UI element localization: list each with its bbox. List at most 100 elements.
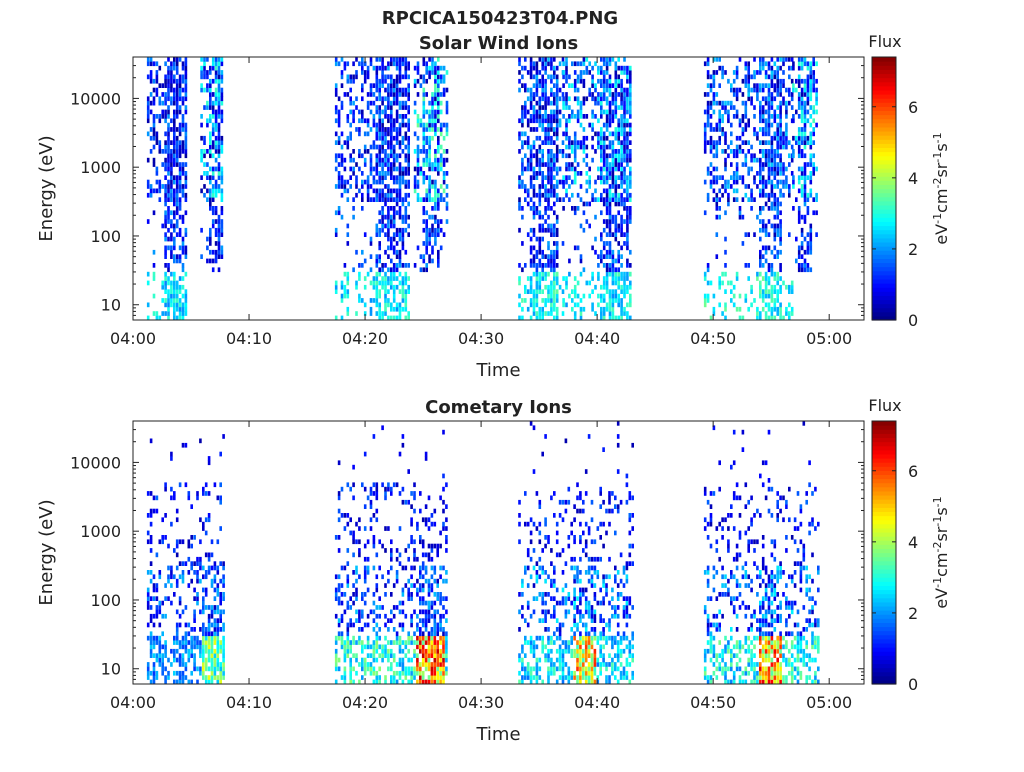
heatmap-cell xyxy=(399,206,402,211)
heatmap-cell xyxy=(798,167,801,172)
heatmap-cell xyxy=(750,158,753,163)
heatmap-cell xyxy=(390,259,393,264)
heatmap-cell xyxy=(349,618,352,623)
heatmap-cell xyxy=(804,110,807,115)
heatmap-cell xyxy=(341,70,344,75)
heatmap-cell xyxy=(179,298,182,303)
heatmap-cell xyxy=(147,570,150,575)
heatmap-cell xyxy=(807,101,810,106)
heatmap-cell xyxy=(221,57,224,62)
heatmap-cell xyxy=(378,289,381,294)
heatmap-cell xyxy=(600,96,603,101)
heatmap-cell xyxy=(349,75,352,80)
heatmap-cell xyxy=(361,250,364,255)
heatmap-cell xyxy=(419,570,422,575)
heatmap-cell xyxy=(405,184,408,189)
heatmap-cell xyxy=(580,259,583,264)
heatmap-cell xyxy=(765,110,768,115)
heatmap-cell xyxy=(431,57,434,62)
heatmap-cell xyxy=(801,153,804,158)
heatmap-cell xyxy=(156,675,159,680)
heatmap-cell xyxy=(378,105,381,110)
heatmap-cell xyxy=(577,162,580,167)
heatmap-cell xyxy=(387,228,390,233)
heatmap-cell xyxy=(768,158,771,163)
heatmap-cell xyxy=(762,153,765,158)
heatmap-cell xyxy=(212,114,215,119)
heatmap-cell xyxy=(617,153,620,158)
heatmap-cell xyxy=(524,110,527,115)
heatmap-cell xyxy=(559,118,562,123)
heatmap-cell xyxy=(443,123,446,128)
heatmap-cell xyxy=(361,596,364,601)
heatmap-cell xyxy=(344,667,347,672)
heatmap-cell xyxy=(414,184,417,189)
heatmap-cell xyxy=(378,627,381,632)
heatmap-cell xyxy=(768,232,771,237)
heatmap-cell xyxy=(355,250,358,255)
heatmap-cell xyxy=(745,61,748,66)
heatmap-cell xyxy=(710,171,713,176)
heatmap-cell xyxy=(626,180,629,185)
heatmap-cell xyxy=(361,153,364,158)
heatmap-cell xyxy=(553,114,556,119)
heatmap-cell xyxy=(422,658,425,663)
heatmap-cell xyxy=(533,232,536,237)
heatmap-cell xyxy=(393,285,396,290)
heatmap-cell xyxy=(425,219,428,224)
heatmap-cell xyxy=(376,645,379,650)
heatmap-cell xyxy=(193,636,196,641)
heatmap-cell xyxy=(367,667,370,672)
heatmap-cell xyxy=(521,123,524,128)
heatmap-cell xyxy=(583,149,586,154)
heatmap-cell xyxy=(580,114,583,119)
heatmap-cell xyxy=(428,215,431,220)
heatmap-cell xyxy=(577,246,580,251)
heatmap-cell xyxy=(617,267,620,272)
heatmap-cell xyxy=(556,246,559,251)
heatmap-cell xyxy=(352,667,355,672)
heatmap-cell xyxy=(753,153,756,158)
heatmap-cell xyxy=(390,175,393,180)
heatmap-cell xyxy=(620,79,623,84)
heatmap-cell xyxy=(370,145,373,150)
heatmap-cell xyxy=(402,88,405,93)
heatmap-cell xyxy=(801,232,804,237)
heatmap-cell xyxy=(355,281,358,286)
heatmap-cell xyxy=(615,132,618,137)
heatmap-cell xyxy=(428,605,431,610)
heatmap-cell xyxy=(203,136,206,141)
heatmap-cell xyxy=(810,114,813,119)
heatmap-cell xyxy=(707,263,710,268)
heatmap-cell xyxy=(170,232,173,237)
heatmap-cell xyxy=(747,167,750,172)
heatmap-cell xyxy=(600,254,603,259)
heatmap-cell xyxy=(179,285,182,290)
heatmap-cell xyxy=(807,162,810,167)
heatmap-cell xyxy=(736,136,739,141)
heatmap-cell xyxy=(378,180,381,185)
heatmap-cell xyxy=(721,118,724,123)
heatmap-cell xyxy=(407,671,410,676)
heatmap-cell xyxy=(196,561,199,566)
heatmap-cell xyxy=(524,140,527,145)
heatmap-cell xyxy=(405,145,408,150)
heatmap-cell xyxy=(425,224,428,229)
heatmap-cell xyxy=(791,289,794,294)
heatmap-cell xyxy=(407,127,410,132)
heatmap-cell xyxy=(150,579,153,584)
heatmap-cell xyxy=(617,281,620,286)
heatmap-cell xyxy=(402,246,405,251)
heatmap-cell xyxy=(208,570,211,575)
heatmap-cell xyxy=(407,140,410,145)
heatmap-cell xyxy=(179,202,182,207)
heatmap-cell xyxy=(580,272,583,277)
heatmap-cell xyxy=(721,149,724,154)
heatmap-cell xyxy=(759,162,762,167)
heatmap-cell xyxy=(718,215,721,220)
heatmap-cell xyxy=(521,114,524,119)
heatmap-cell xyxy=(222,574,225,579)
heatmap-cell xyxy=(556,79,559,84)
heatmap-cell xyxy=(176,294,179,299)
heatmap-cell xyxy=(612,250,615,255)
